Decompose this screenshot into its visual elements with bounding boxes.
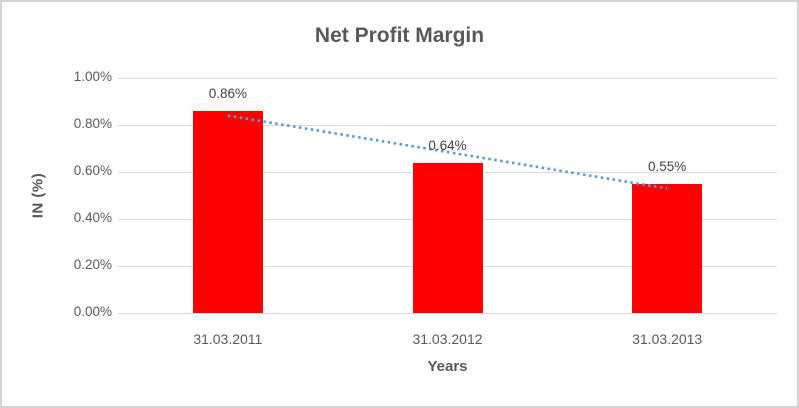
bar (192, 110, 263, 313)
trendline-dotted-line (227, 114, 668, 190)
bar-data-label: 0.64% (428, 137, 467, 153)
bar-data-label: 0.55% (648, 158, 687, 174)
chart-title: Net Profit Margin (314, 24, 485, 47)
gridline (118, 313, 777, 314)
bar-data-label: 0.86% (208, 85, 247, 101)
y-tick-label: 1.00% (73, 69, 112, 84)
plot-area (118, 78, 777, 314)
x-axis-title: Years (427, 358, 468, 375)
trendline (227, 114, 668, 190)
gridline (118, 78, 777, 79)
y-tick-label: 0.40% (73, 210, 112, 225)
y-tick-label: 0.00% (73, 304, 112, 319)
x-tick-label: 31.03.2013 (632, 331, 703, 347)
gridline (118, 125, 777, 126)
y-tick-label: 0.20% (73, 257, 112, 272)
y-tick-label: 0.80% (73, 116, 112, 131)
x-tick-label: 31.03.2011 (193, 331, 263, 347)
y-tick-label: 0.60% (73, 163, 112, 178)
bar (632, 183, 703, 313)
x-tick-label: 31.03.2012 (412, 331, 483, 347)
y-axis-title: IN (%) (29, 172, 47, 219)
bar (412, 162, 483, 313)
